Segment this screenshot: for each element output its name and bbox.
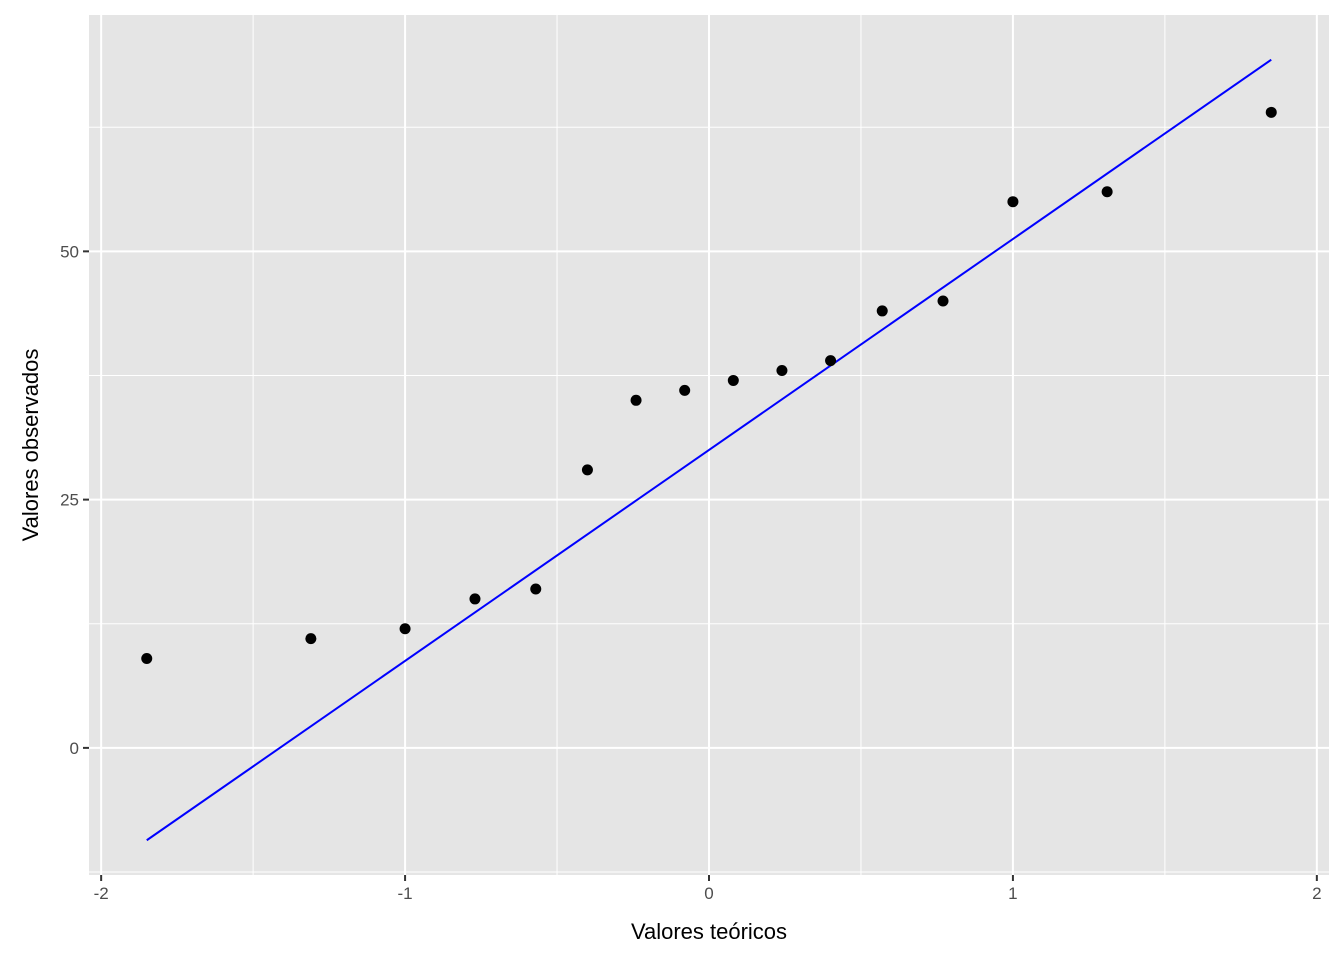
- data-point: [469, 593, 481, 605]
- data-point: [141, 653, 153, 665]
- data-point: [776, 365, 788, 377]
- x-tick-label: 2: [1312, 884, 1321, 903]
- x-tick-label: 0: [704, 884, 713, 903]
- y-axis-title: Valores observados: [18, 349, 43, 542]
- reference-line: [146, 58, 1272, 842]
- data-point: [727, 374, 739, 386]
- data-point: [581, 464, 593, 476]
- data-point: [937, 295, 949, 307]
- data-points: [141, 106, 1277, 665]
- data-point: [630, 394, 642, 406]
- y-tick-label: 50: [60, 242, 79, 261]
- y-axis: 0 25 50: [60, 242, 89, 758]
- data-point: [876, 305, 888, 317]
- major-gridlines: [89, 15, 1329, 875]
- data-point: [825, 355, 837, 367]
- x-axis: -2 -1 0 1 2: [94, 875, 1322, 903]
- data-point: [399, 623, 411, 635]
- data-point: [679, 384, 691, 396]
- data-point: [1101, 186, 1113, 198]
- x-tick-label: -1: [398, 884, 413, 903]
- x-tick-label: 1: [1008, 884, 1017, 903]
- y-tick-label: 25: [60, 491, 79, 510]
- data-point: [530, 583, 542, 595]
- x-tick-label: -2: [94, 884, 109, 903]
- data-point: [1007, 196, 1019, 208]
- data-point: [1265, 106, 1277, 118]
- data-point: [305, 633, 317, 645]
- y-tick-label: 0: [70, 739, 79, 758]
- x-axis-title: Valores teóricos: [631, 919, 787, 944]
